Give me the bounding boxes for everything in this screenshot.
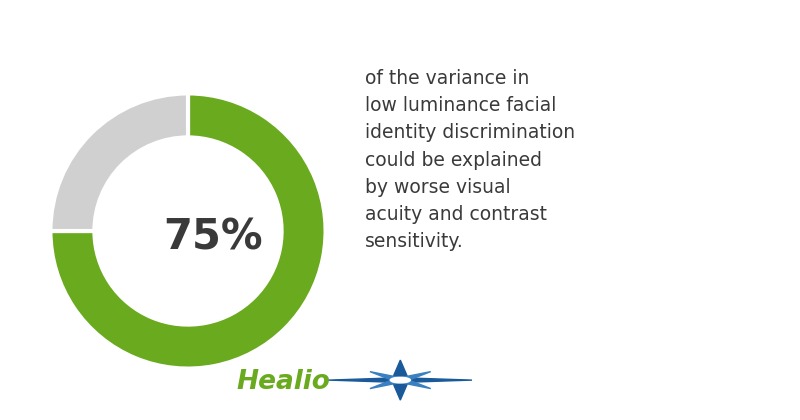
Text: Healio: Healio bbox=[237, 368, 330, 394]
Text: of the variance in
low luminance facial
identity discrimination
could be explain: of the variance in low luminance facial … bbox=[365, 69, 575, 252]
Circle shape bbox=[390, 377, 410, 383]
Polygon shape bbox=[395, 372, 430, 381]
Polygon shape bbox=[329, 378, 400, 383]
Wedge shape bbox=[50, 93, 326, 369]
Polygon shape bbox=[400, 378, 472, 383]
Text: 75%: 75% bbox=[163, 217, 262, 259]
Polygon shape bbox=[392, 360, 409, 380]
Text: According to the study, approximately:: According to the study, approximately: bbox=[178, 24, 622, 43]
Polygon shape bbox=[370, 379, 406, 389]
Polygon shape bbox=[395, 379, 430, 389]
Wedge shape bbox=[50, 93, 188, 231]
Polygon shape bbox=[392, 380, 409, 400]
Polygon shape bbox=[370, 372, 406, 381]
